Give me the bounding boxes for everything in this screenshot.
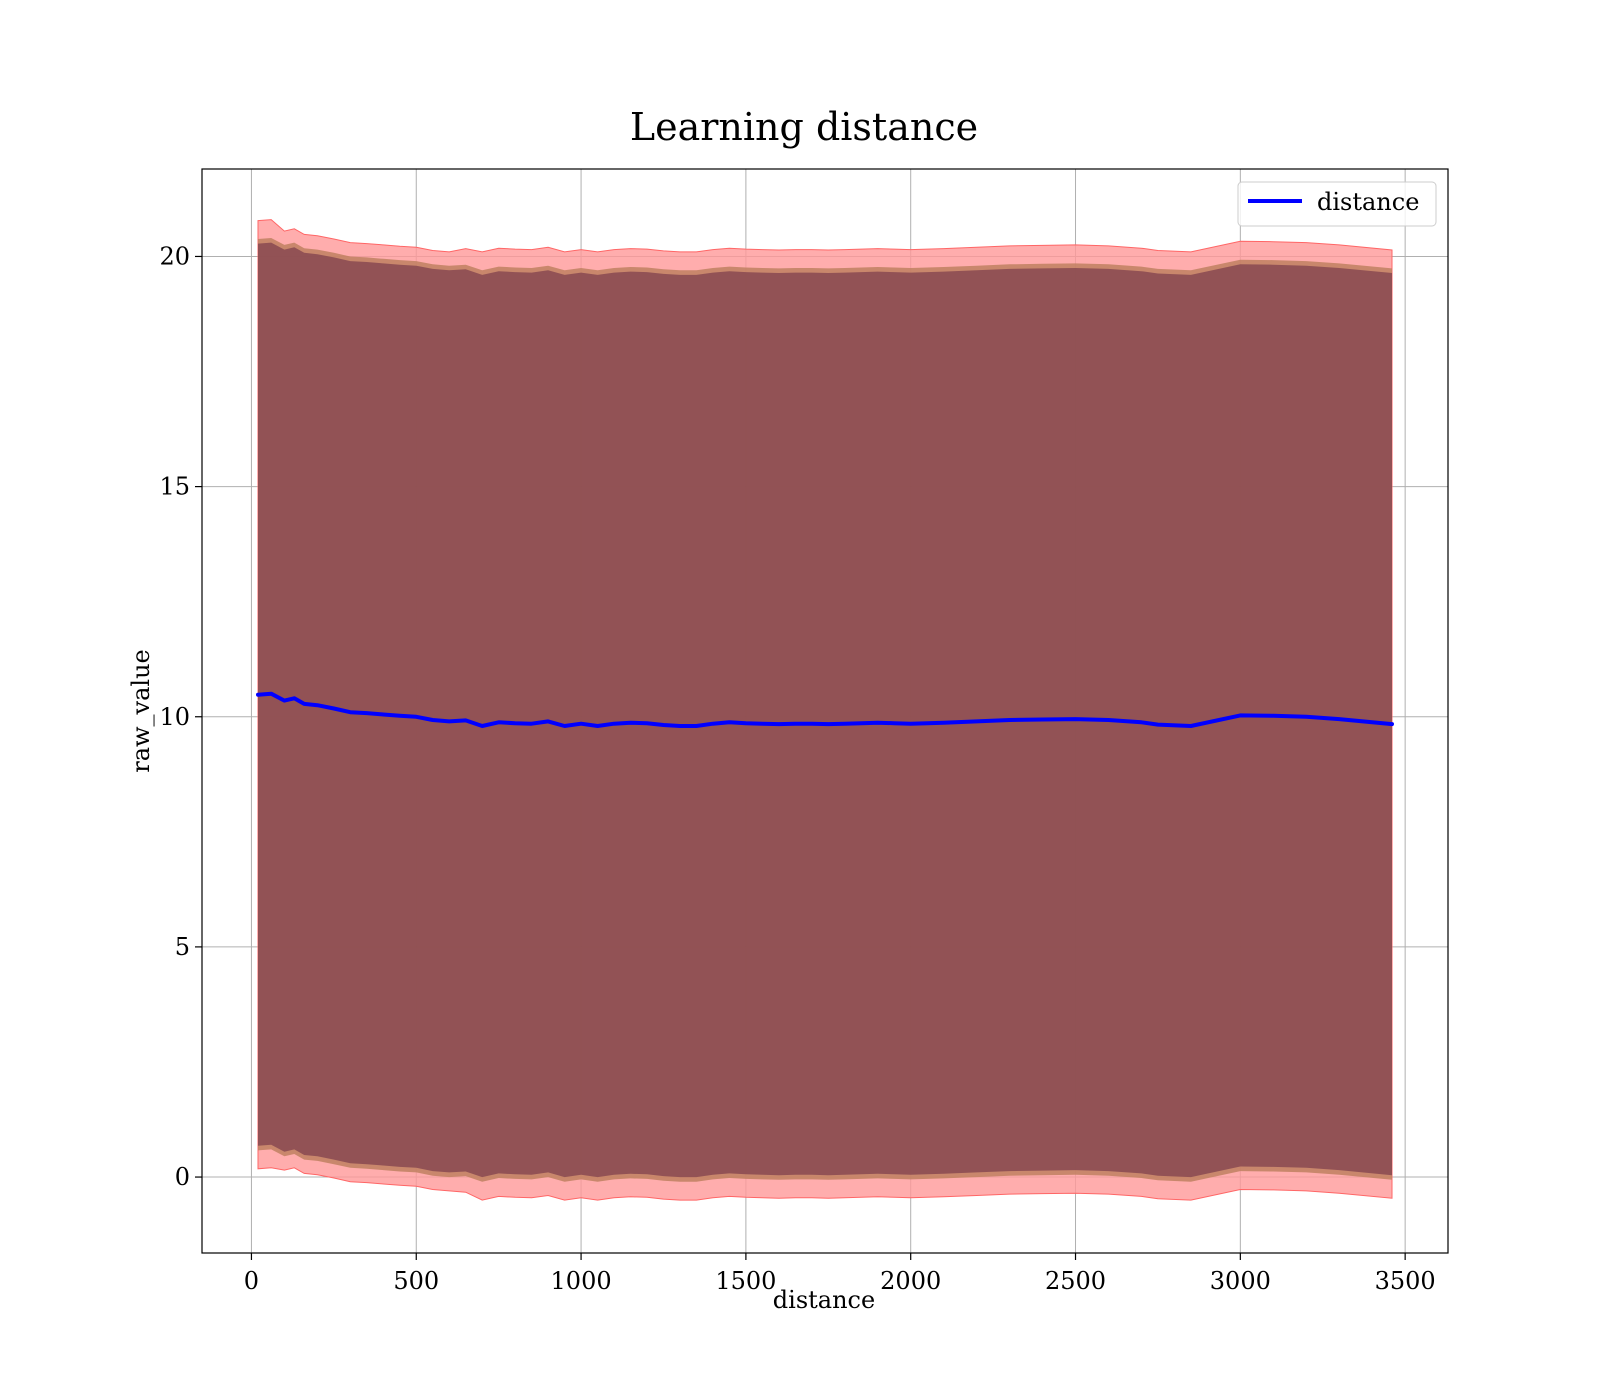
- plot-frame: [201, 168, 1449, 1254]
- x-tick-label: 0: [244, 1267, 259, 1295]
- legend-box: [1237, 181, 1437, 227]
- y-tick-label: 20: [159, 242, 190, 270]
- y-tick-label: 0: [175, 1163, 190, 1191]
- y-tick-label: 5: [175, 933, 190, 961]
- legend-entry-distance: distance: [1317, 188, 1419, 216]
- y-tick-label: 15: [159, 473, 190, 501]
- band-inner: [258, 242, 1392, 1178]
- x-axis-ticks: 0 500 1000 1500 2000 2500 3000 3500: [244, 1253, 1436, 1295]
- series-line-distance: [256, 691, 1394, 728]
- x-tick-label: 1000: [551, 1267, 612, 1295]
- x-tick-label: 1500: [715, 1267, 776, 1295]
- series-lines: [256, 691, 1394, 728]
- plot-area: [201, 168, 1449, 1254]
- x-tick-label: 500: [393, 1267, 439, 1295]
- y-axis-ticks: 0 5 10 15 20: [159, 242, 202, 1191]
- x-tick-label: 3000: [1210, 1267, 1271, 1295]
- y-axis-label: raw_value: [127, 649, 155, 773]
- x-axis-label: distance: [773, 1286, 875, 1314]
- x-tick-label: 3500: [1375, 1267, 1436, 1295]
- confidence-bands: [257, 219, 1393, 1201]
- x-tick-label: 2500: [1045, 1267, 1106, 1295]
- y-tick-label: 10: [159, 703, 190, 731]
- legend: distance: [1237, 181, 1437, 227]
- chart-title: Learning distance: [630, 105, 978, 149]
- x-tick-label: 2000: [880, 1267, 941, 1295]
